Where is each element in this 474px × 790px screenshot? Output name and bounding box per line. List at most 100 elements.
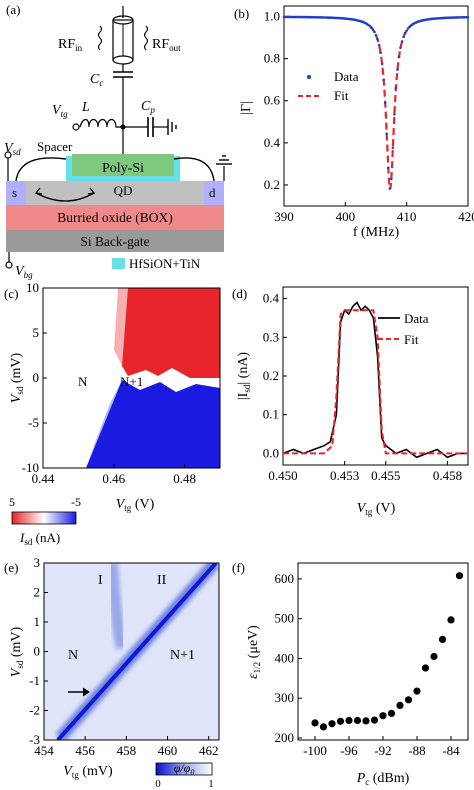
data-point <box>402 35 405 38</box>
legend-swatch-dielectric <box>112 258 125 269</box>
arrowhead-right-icon <box>87 187 96 195</box>
e-region-n-plus-1: N+1 <box>170 648 195 663</box>
x-tick-label: 420 <box>458 209 474 224</box>
c-annotation-n-plus-1: N+1 <box>120 374 143 389</box>
data-point <box>370 716 379 724</box>
vbg-label: Vbg <box>15 264 33 280</box>
data-point <box>370 26 373 29</box>
panel-c-label: (c) <box>4 286 18 301</box>
vsd-terminal <box>4 151 12 159</box>
panel-a-schematic: (a) RFin RFout Cc L Vtg Cp Si Ba <box>4 2 232 280</box>
c-colorbar-label: Isd (nA) <box>19 530 60 547</box>
data-point <box>421 664 430 672</box>
rf-out-label: RFout <box>152 37 181 53</box>
box-label: Burried oxide (BOX) <box>57 210 172 225</box>
source-label: s <box>12 185 17 200</box>
vtg-terminal <box>72 123 80 131</box>
y-tick-label: 600 <box>275 571 295 586</box>
source-lead-arc <box>15 157 67 182</box>
drain-lead-arc <box>173 157 215 182</box>
data-point <box>413 687 421 695</box>
e-ground-state-line <box>56 563 218 740</box>
y-tick-label: 0.4 <box>264 135 281 150</box>
legend-label-data: Data <box>404 311 429 326</box>
data-point <box>403 31 407 35</box>
panel-e-phase-map: (e) 454 456 458 460 462 3 2 1 0 -1 -2 -3 I II N N+1… <box>4 555 220 790</box>
data-point <box>400 40 404 43</box>
data-point <box>380 62 384 66</box>
data-point <box>345 716 353 725</box>
y-tick-label: 0.6 <box>264 93 281 108</box>
x-tick-label: 0.450 <box>268 468 297 483</box>
y-tick-label: 0.4 <box>263 291 280 306</box>
data-point <box>383 101 387 105</box>
d-xlabel: Vtg (V) <box>357 501 396 517</box>
data-point <box>362 717 370 725</box>
y-tick-label: 200 <box>275 730 295 745</box>
data-point <box>430 652 438 661</box>
y-tick-label: 0.2 <box>263 368 279 383</box>
x-tick-label: -96 <box>340 743 358 758</box>
x-tick-label: -92 <box>374 743 391 758</box>
data-point <box>387 166 390 170</box>
data-point <box>438 635 447 644</box>
b-ylabel: |Γ| <box>239 101 254 115</box>
y-tick-label: 5 <box>33 325 40 340</box>
backgate-label: Si Back-gate <box>80 234 149 249</box>
d-ylabel: |Isd| (nA) <box>236 352 252 401</box>
e-colorbar-label: φ/φ0 <box>174 761 195 777</box>
y-tick-label: 0 <box>34 644 41 659</box>
plot-b-frame <box>283 5 469 207</box>
series-data-line <box>282 301 468 459</box>
c-xlabel: Vtg (V) <box>116 497 155 513</box>
data-point <box>388 187 392 190</box>
spacer-label: Spacer <box>37 139 73 154</box>
data-point <box>390 177 393 181</box>
data-point <box>311 719 319 727</box>
c-ylabel: Vsd (mV) <box>9 352 25 403</box>
vsd-label: Vsd <box>4 141 21 157</box>
e-region-ii: II <box>157 573 167 588</box>
x-tick-label: 0.46 <box>102 471 125 486</box>
panel-f-broadening: (f) -100 -96 -92 -88 -84 200 300 400 500 600 Pc (… <box>232 560 469 787</box>
data-point <box>399 46 402 50</box>
x-tick-label: 390 <box>274 209 294 224</box>
data-point <box>371 28 375 31</box>
gate-label: Poly-Si <box>102 161 144 176</box>
y-tick-label: -10 <box>22 460 39 475</box>
drain-label: d <box>209 185 216 200</box>
cp-label: Cp <box>141 99 155 115</box>
data-point <box>353 716 362 725</box>
x-tick-label: 462 <box>199 743 219 758</box>
panel-a-label: (a) <box>6 2 20 17</box>
e-colorbar-tick-max: 1 <box>208 778 214 790</box>
data-point <box>394 86 398 90</box>
e-region-i: I <box>98 573 103 588</box>
panel-d-label: (d) <box>232 286 247 301</box>
e-ylabel: Vsd (mV) <box>9 626 25 677</box>
legend-label-data: Data <box>334 69 359 84</box>
e-region-n: N <box>68 648 78 663</box>
data-point <box>455 572 464 580</box>
spacer-left <box>66 156 72 181</box>
data-point <box>379 51 382 55</box>
c-region-edge-positive <box>114 288 128 366</box>
gate-dielectric <box>72 176 174 181</box>
legend-marker-data <box>307 75 311 79</box>
drain-contact <box>204 181 224 205</box>
spacer-right <box>174 156 180 181</box>
y-tick-label: 2 <box>34 585 41 600</box>
cc-label: Cc <box>90 72 103 88</box>
inductor-coil <box>79 118 123 128</box>
f-ylabel: ε1/2 (μeV) <box>246 625 262 679</box>
c-annotation-n: N <box>78 374 88 389</box>
e-xlabel: Vtg (mV) <box>63 764 113 780</box>
data-point <box>466 15 470 19</box>
data-point <box>379 712 387 720</box>
series-fit-line <box>283 309 468 455</box>
y-tick-label: 0.2 <box>264 177 280 192</box>
data-point <box>376 38 379 41</box>
c-region-negative-current <box>86 380 220 468</box>
rf-in-label: RFin <box>58 37 83 53</box>
vtg-label: Vtg <box>52 103 68 119</box>
